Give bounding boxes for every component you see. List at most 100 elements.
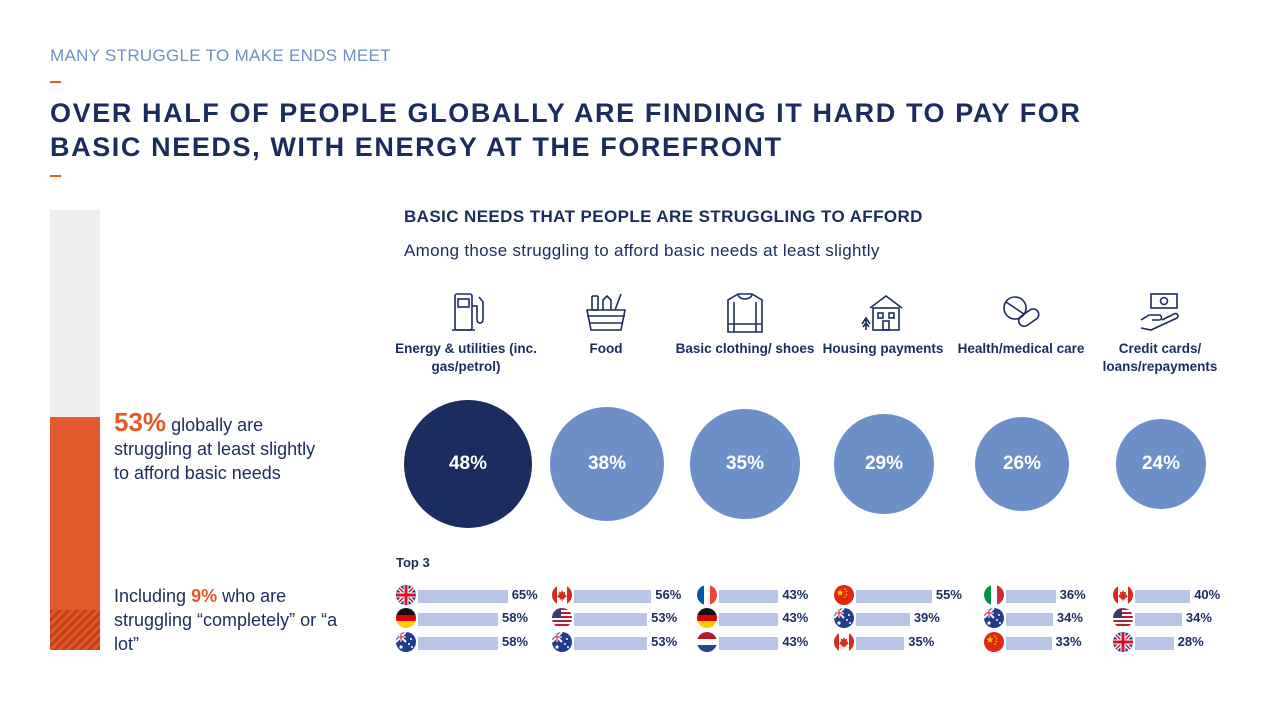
ranking-row: 28%	[1113, 632, 1268, 654]
money-hand-icon	[1140, 293, 1179, 331]
ranking-bar	[1006, 637, 1052, 650]
ranking-bar	[418, 637, 499, 650]
ranking-row: 55%	[834, 585, 989, 607]
bubble: 38%	[550, 407, 664, 521]
germany-flag-icon	[697, 608, 717, 628]
section-kicker: MANY STRUGGLE TO MAKE ENDS MEET	[50, 46, 391, 65]
ranking-row: 58%	[396, 608, 551, 630]
australia-flag-icon	[552, 632, 572, 652]
category-label: Food	[589, 341, 623, 356]
grocery-basket-icon	[586, 293, 626, 331]
accent-dash	[50, 81, 61, 83]
ranking-value: 58%	[502, 634, 529, 649]
australia-flag-icon	[834, 608, 854, 628]
bubble-value: 35%	[725, 452, 764, 474]
ranking-row: 43%	[697, 585, 852, 607]
pills-icon	[1003, 296, 1040, 328]
category-label: Health/medical care	[957, 341, 1085, 356]
ranking-bar	[719, 590, 779, 603]
category-label: Basic clothing/ shoes	[675, 341, 815, 356]
severe-stat-prefix: Including	[114, 586, 187, 606]
bubble: 29%	[834, 414, 934, 514]
ranking-bar	[856, 613, 910, 626]
ranking-bar	[719, 637, 779, 650]
ranking-value: 56%	[655, 587, 682, 602]
severe-stat: Including 9% who are struggling “complet…	[114, 584, 354, 656]
uk-flag-icon	[396, 585, 416, 605]
ranking-value: 65%	[511, 587, 538, 602]
severe-stat-text: who are struggling “completely” or “a lo…	[114, 586, 338, 654]
ranking-row: 53%	[552, 632, 707, 654]
canada-flag-icon	[834, 632, 854, 652]
australia-flag-icon	[396, 632, 416, 652]
ranking-row: 43%	[697, 608, 852, 630]
ranking-bar	[418, 590, 508, 603]
ranking-value: 34%	[1185, 610, 1212, 625]
ranking-row: 58%	[396, 632, 551, 654]
ranking-value: 35%	[908, 634, 935, 649]
ranking-row: 65%	[396, 585, 551, 607]
usa-flag-icon	[552, 608, 572, 628]
bubble-value: 29%	[864, 452, 903, 474]
sweater-icon	[727, 293, 763, 333]
chart-subtitle: Among those struggling to afford basic n…	[404, 241, 880, 260]
bubble-value: 26%	[1002, 452, 1041, 474]
ranking-bar	[1135, 590, 1191, 603]
ranking-row: 34%	[984, 608, 1139, 630]
ranking-row: 43%	[697, 632, 852, 654]
france-flag-icon	[697, 585, 717, 605]
ranking-value: 34%	[1056, 610, 1083, 625]
ranking-value: 53%	[651, 634, 678, 649]
bubble: 48%	[404, 400, 532, 528]
bubble: 24%	[1115, 418, 1207, 510]
ranking-bar	[1006, 613, 1053, 626]
global-stat: 53% globally are struggling at least sli…	[114, 407, 334, 485]
category-label: Credit cards/ loans/repayments	[1102, 341, 1218, 374]
ranking-bar	[574, 590, 652, 603]
ranking-bar	[719, 613, 779, 626]
ranking-value: 58%	[502, 610, 529, 625]
accent-dash	[50, 175, 61, 177]
ranking-bar	[1135, 637, 1174, 650]
category-label: Energy & utilities (inc. gas/petrol)	[395, 341, 537, 374]
ranking-row: 36%	[984, 585, 1139, 607]
china-flag-icon	[984, 632, 1004, 652]
uk-flag-icon	[1113, 632, 1133, 652]
canada-flag-icon	[1113, 585, 1133, 605]
global-stat-value: 53%	[114, 407, 167, 437]
ranking-bar	[856, 637, 905, 650]
ranking-row: 33%	[984, 632, 1139, 654]
ranking-row: 34%	[1113, 608, 1268, 630]
ranking-value: 39%	[913, 610, 940, 625]
ranking-value: 33%	[1055, 634, 1082, 649]
house-icon	[861, 295, 903, 331]
ranking-bar	[1135, 613, 1182, 626]
struggling-completely-fill	[50, 610, 100, 650]
ranking-value: 43%	[782, 587, 809, 602]
ranking-bar	[574, 613, 648, 626]
ranking-value: 36%	[1059, 587, 1086, 602]
page-title: OVER HALF OF PEOPLE GLOBALLY ARE FINDING…	[50, 98, 1082, 162]
china-flag-icon	[834, 585, 854, 605]
ranking-bar	[1006, 590, 1056, 603]
bubble: 35%	[690, 409, 800, 519]
global-struggle-bar	[50, 210, 100, 650]
germany-flag-icon	[396, 608, 416, 628]
ranking-row: 39%	[834, 608, 989, 630]
netherlands-flag-icon	[697, 632, 717, 652]
fuel-pump-icon	[452, 293, 484, 331]
severe-stat-value: 9%	[191, 586, 218, 606]
ranking-value: 53%	[651, 610, 678, 625]
ranking-row: 35%	[834, 632, 989, 654]
usa-flag-icon	[1113, 608, 1133, 628]
global-stat-text: globally are struggling at least slightl…	[114, 415, 316, 483]
ranking-bar	[574, 637, 648, 650]
ranking-value: 28%	[1177, 634, 1204, 649]
ranking-row: 40%	[1113, 585, 1268, 607]
bubble-value: 48%	[448, 453, 488, 474]
ranking-value: 55%	[935, 587, 962, 602]
ranking-value: 43%	[782, 634, 809, 649]
ranking-value: 40%	[1194, 587, 1221, 602]
ranking-row: 56%	[552, 585, 707, 607]
